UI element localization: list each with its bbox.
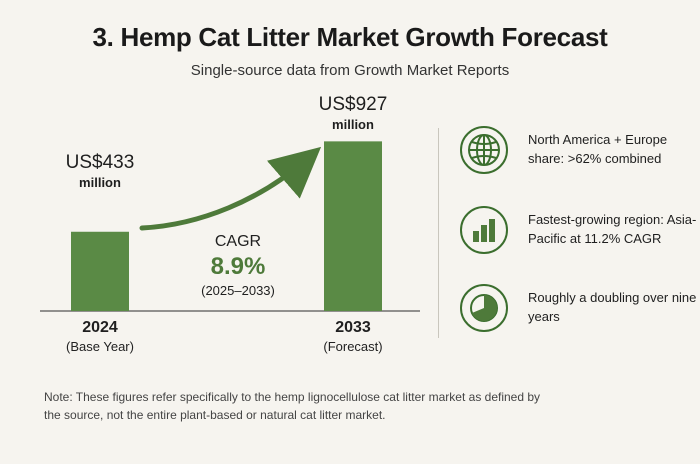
bar-chart: [40, 141, 420, 312]
side-item-fastest-region: Fastest-growing region: Asia-Pacific at …: [460, 206, 696, 262]
bar-value-label-2033: US$927 million: [293, 94, 413, 134]
side-item-text: North America + Europe share: >62% combi…: [528, 132, 668, 166]
unit-label: million: [79, 175, 121, 190]
value-label: US$927: [318, 94, 388, 115]
cagr-annotation: CAGR 8.9% (2025–2033): [178, 232, 298, 300]
bar-2024: [71, 231, 129, 311]
side-item-text: Roughly a doubling over nine years: [528, 290, 697, 324]
x-tick-2024: 2024 (Base Year): [40, 318, 160, 356]
cagr-value: 8.9%: [210, 253, 266, 280]
x-tick-2033: 2033 (Forecast): [293, 318, 413, 356]
cagr-label: CAGR: [214, 233, 262, 250]
cagr-range: (2025–2033): [201, 283, 275, 298]
year-sublabel: (Forecast): [323, 339, 383, 354]
pie-chart-icon: [460, 284, 508, 332]
year-label: 2024: [82, 319, 118, 336]
unit-label: million: [332, 117, 374, 132]
year-sublabel: (Base Year): [66, 339, 134, 354]
bar-chart-icon: [460, 206, 508, 254]
page-title: 3. Hemp Cat Litter Market Growth Forecas…: [92, 22, 608, 52]
footnote: Note: These figures refer specifically t…: [44, 390, 541, 422]
year-label: 2033: [335, 319, 371, 336]
growth-arrow: [139, 146, 322, 231]
chart-area: US$433 million US$927 million 2024 (Base…: [40, 94, 420, 356]
side-item-text: Fastest-growing region: Asia-Pacific at …: [528, 212, 697, 246]
bar-2033: [324, 141, 382, 311]
bar-value-label-2024: US$433 million: [40, 152, 160, 192]
vertical-divider: [438, 128, 439, 338]
value-label: US$433: [65, 152, 135, 173]
side-item-doubling: Roughly a doubling over nine years: [460, 284, 696, 340]
side-item-regional-share: North America + Europe share: >62% combi…: [460, 126, 690, 182]
globe-icon: [460, 126, 508, 174]
page-subtitle: Single-source data from Growth Market Re…: [190, 62, 510, 79]
